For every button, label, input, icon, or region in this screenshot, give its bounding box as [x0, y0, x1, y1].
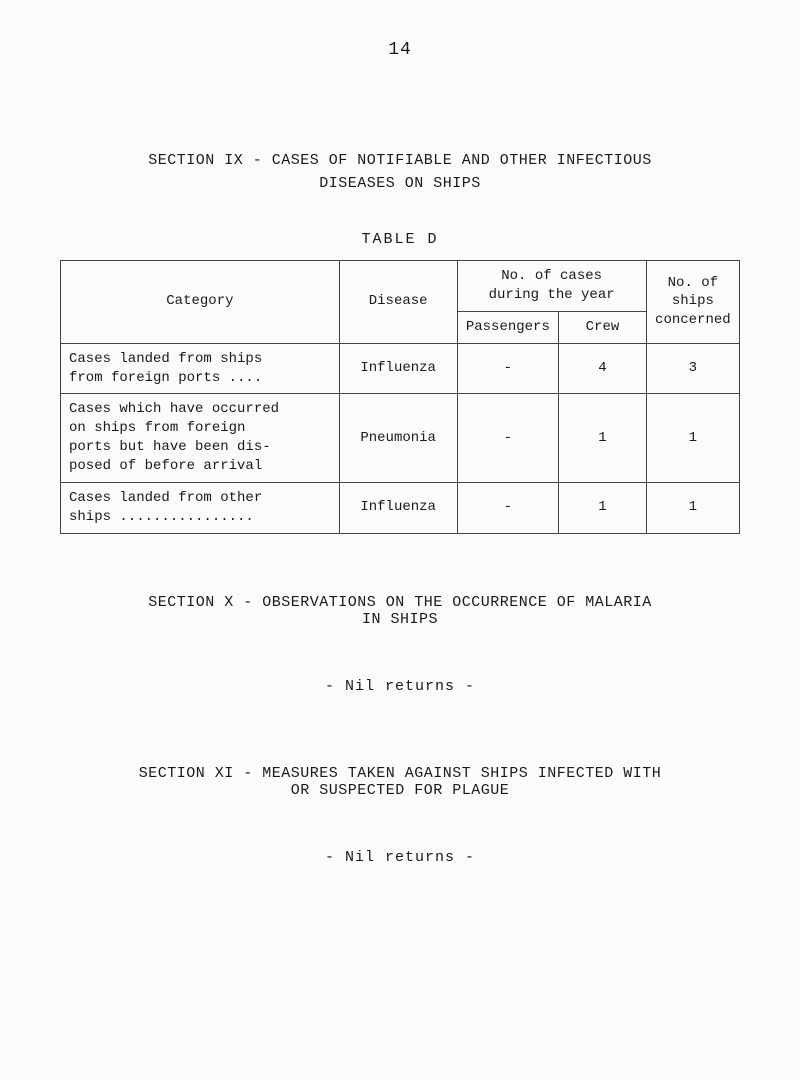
header-passengers: Passengers: [457, 311, 559, 343]
cell-crew: 1: [559, 394, 647, 483]
section-ix-title: SECTION IX - CASES OF NOTIFIABLE AND OTH…: [60, 150, 740, 195]
table-header-row-1: Category Disease No. of cases during the…: [61, 261, 740, 312]
table-row: Cases landed from other ships ..........…: [61, 483, 740, 534]
table-d-head: Category Disease No. of cases during the…: [61, 261, 740, 344]
cell-category: Cases landed from other ships ..........…: [61, 483, 340, 534]
table-d-label: TABLE D: [60, 231, 740, 248]
page: 14 SECTION IX - CASES OF NOTIFIABLE AND …: [0, 0, 800, 1080]
table-d: Category Disease No. of cases during the…: [60, 260, 740, 534]
section-x-nil: - Nil returns -: [60, 678, 740, 695]
cell-crew: 4: [559, 343, 647, 394]
section-xi-nil: - Nil returns -: [60, 849, 740, 866]
cell-ships: 1: [646, 394, 739, 483]
table-row: Cases landed from ships from foreign por…: [61, 343, 740, 394]
cell-passengers: -: [457, 483, 559, 534]
cell-disease: Pneumonia: [339, 394, 457, 483]
header-category: Category: [61, 261, 340, 344]
cell-passengers: -: [457, 343, 559, 394]
cell-ships: 1: [646, 483, 739, 534]
cell-crew: 1: [559, 483, 647, 534]
table-row: Cases which have occurred on ships from …: [61, 394, 740, 483]
header-ships: No. of ships concerned: [646, 261, 739, 344]
cell-disease: Influenza: [339, 343, 457, 394]
page-number: 14: [60, 40, 740, 60]
cell-category: Cases landed from ships from foreign por…: [61, 343, 340, 394]
table-d-body: Cases landed from ships from foreign por…: [61, 343, 740, 533]
header-disease: Disease: [339, 261, 457, 344]
cell-passengers: -: [457, 394, 559, 483]
header-crew: Crew: [559, 311, 647, 343]
cell-disease: Influenza: [339, 483, 457, 534]
cell-category: Cases which have occurred on ships from …: [61, 394, 340, 483]
cell-ships: 3: [646, 343, 739, 394]
section-x-title: SECTION X - OBSERVATIONS ON THE OCCURREN…: [60, 594, 740, 628]
header-cases-group: No. of cases during the year: [457, 261, 646, 312]
section-xi-title: SECTION XI - MEASURES TAKEN AGAINST SHIP…: [60, 765, 740, 799]
